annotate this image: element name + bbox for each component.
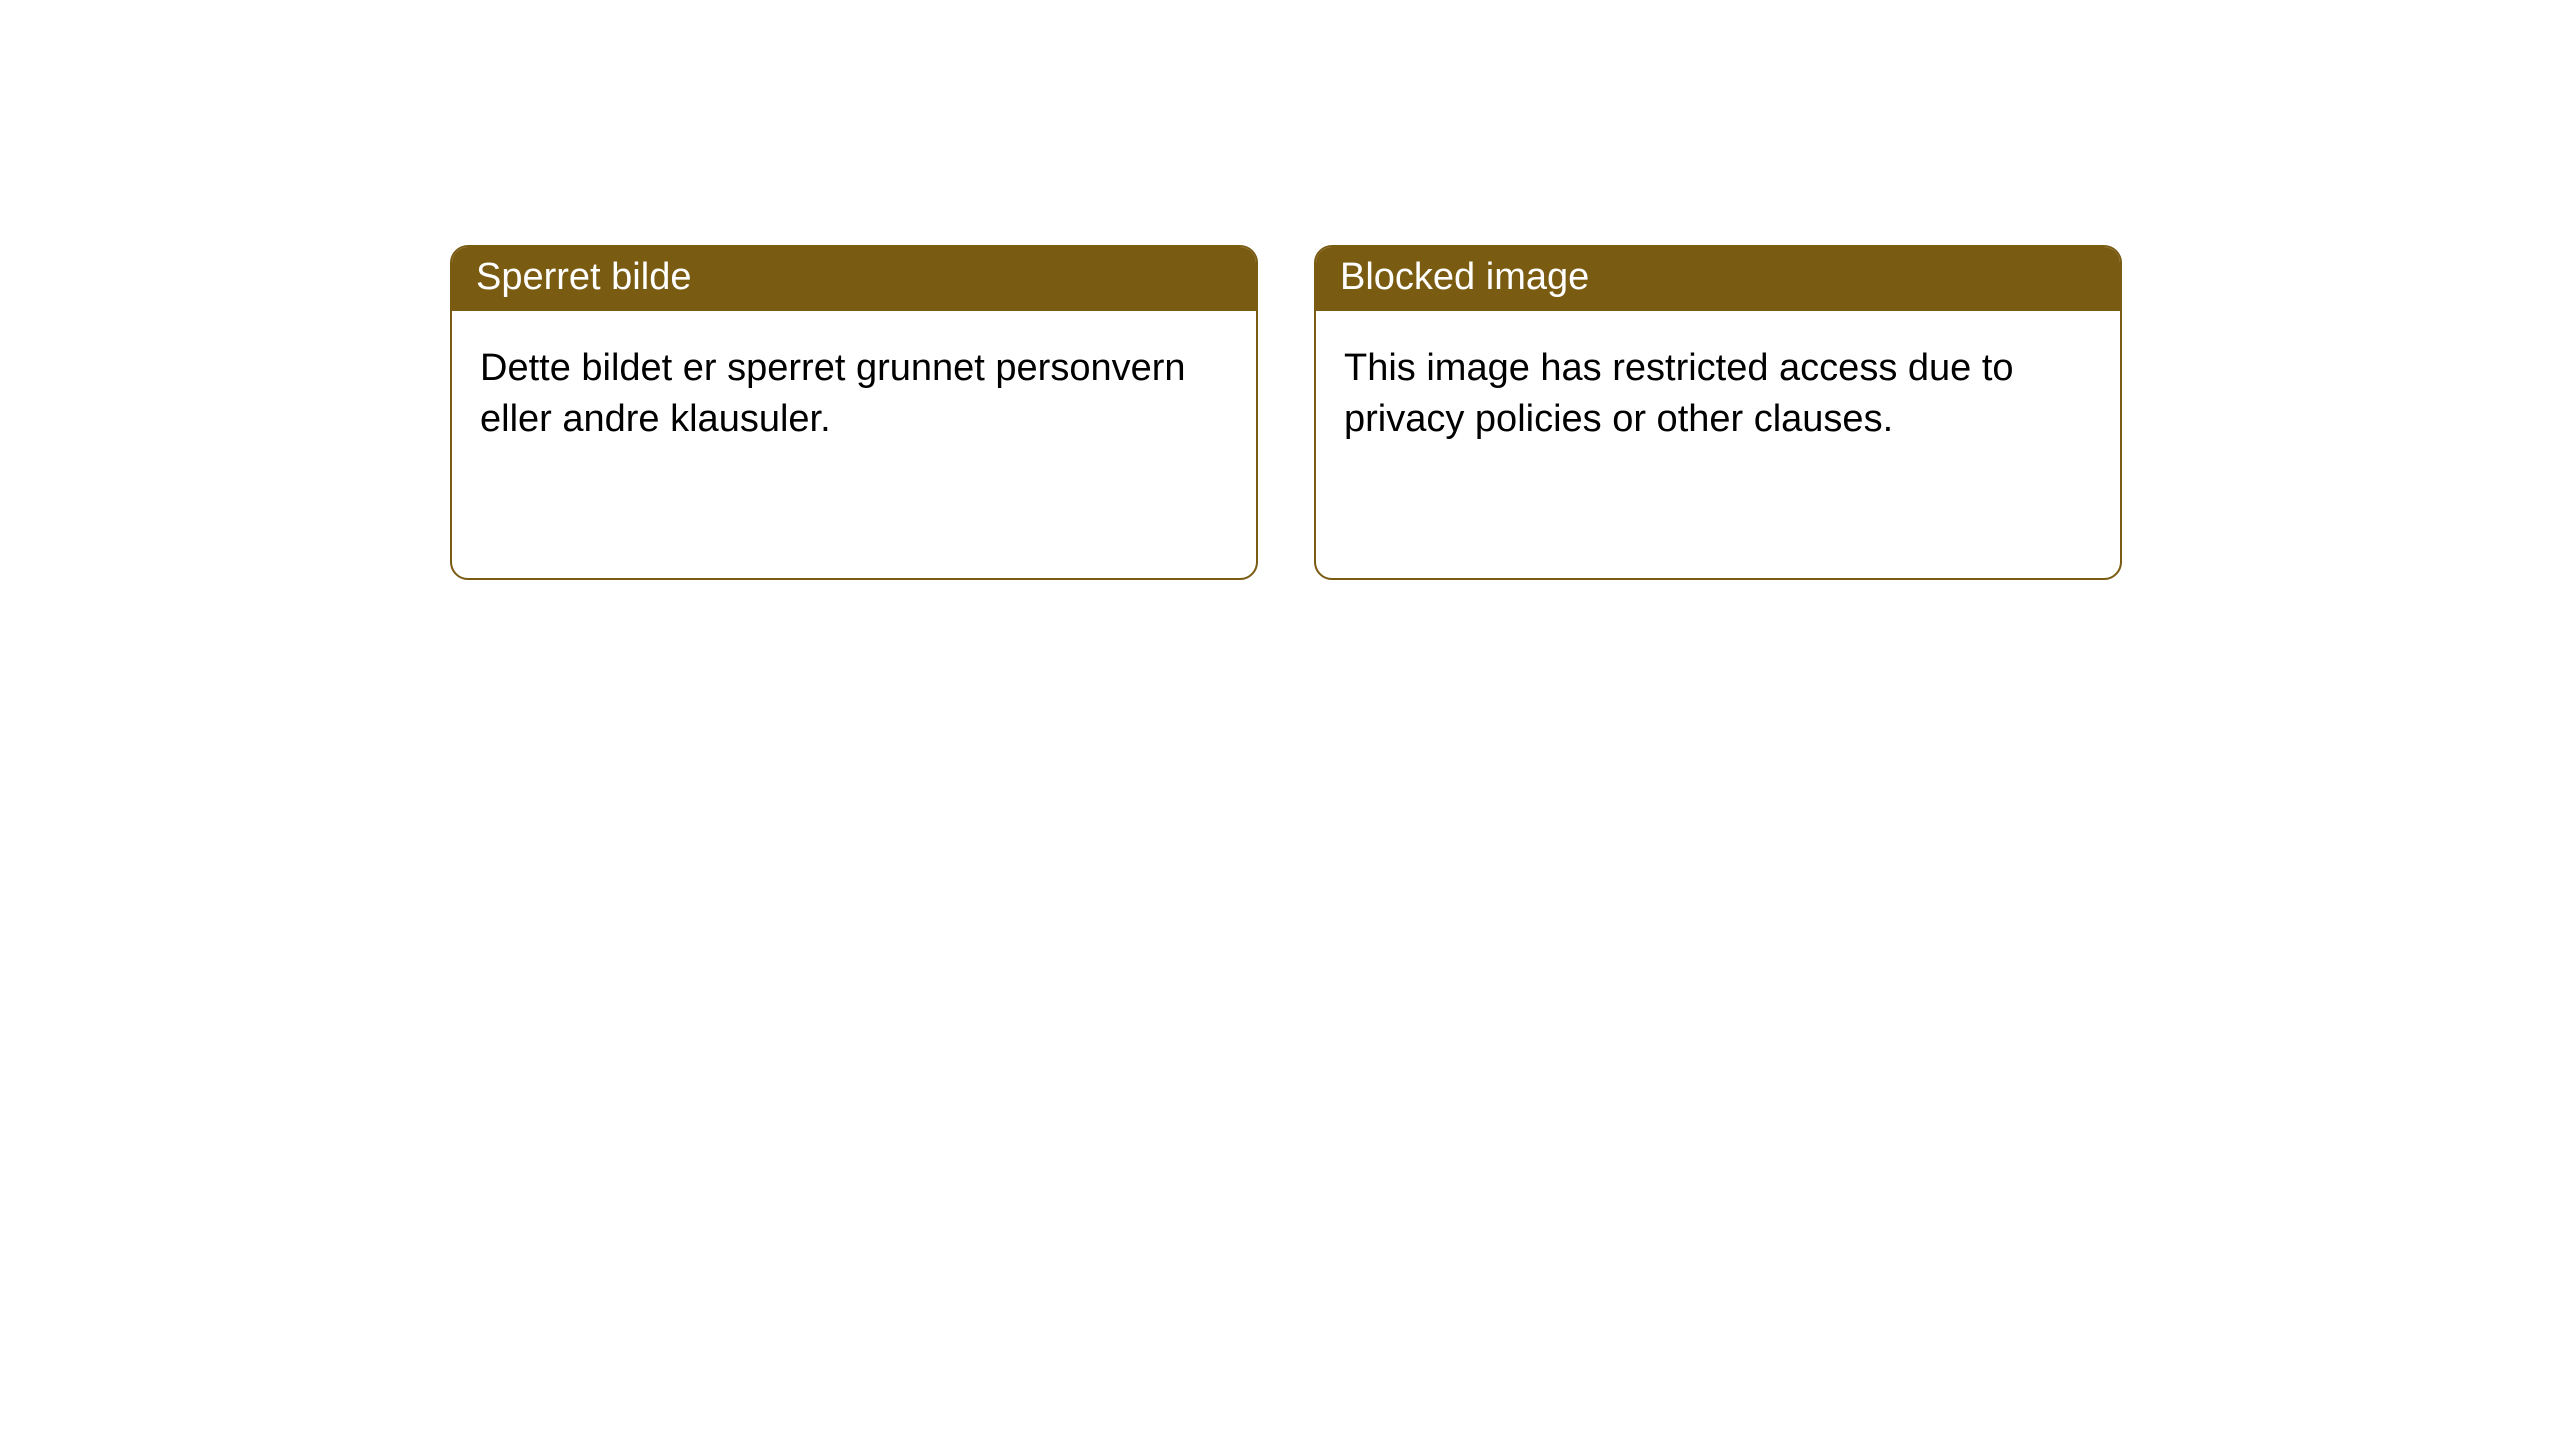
card-title: Blocked image — [1316, 247, 2120, 311]
notice-card-norwegian: Sperret bilde Dette bildet er sperret gr… — [450, 245, 1258, 580]
card-title: Sperret bilde — [452, 247, 1256, 311]
card-body: Dette bildet er sperret grunnet personve… — [452, 311, 1256, 478]
notice-cards-container: Sperret bilde Dette bildet er sperret gr… — [0, 0, 2560, 580]
notice-card-english: Blocked image This image has restricted … — [1314, 245, 2122, 580]
card-body: This image has restricted access due to … — [1316, 311, 2120, 478]
